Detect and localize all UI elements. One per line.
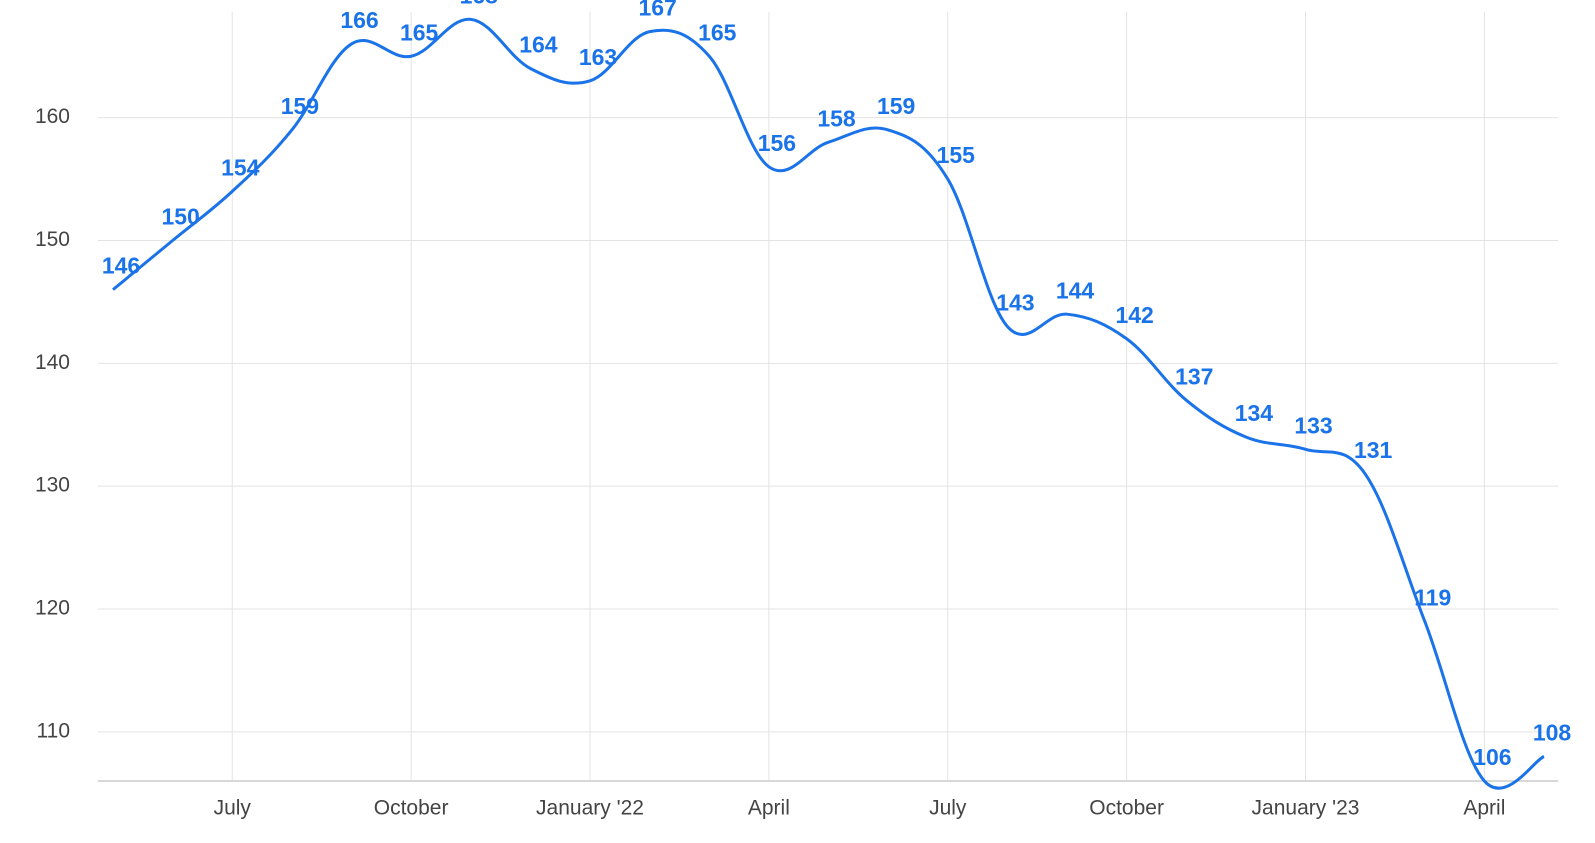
x-tick-label: July: [214, 797, 252, 820]
data-label: 146: [102, 253, 140, 279]
data-label: 155: [937, 142, 976, 168]
data-label: 164: [519, 32, 558, 58]
data-label: 159: [281, 93, 319, 119]
data-label: 154: [221, 154, 260, 180]
data-label: 144: [1056, 277, 1095, 303]
x-tick-label: January '23: [1252, 797, 1360, 820]
data-label: 163: [579, 44, 617, 70]
data-label: 158: [817, 105, 856, 131]
data-label: 137: [1175, 363, 1213, 389]
data-label: 159: [877, 93, 915, 119]
data-label: 165: [698, 19, 737, 45]
y-tick-label: 150: [35, 228, 70, 251]
y-tick-label: 140: [35, 351, 70, 374]
data-label: 150: [161, 204, 199, 230]
data-label: 142: [1115, 302, 1153, 328]
data-label: 108: [1533, 720, 1572, 746]
data-label: 133: [1294, 412, 1332, 438]
x-tick-label: July: [929, 797, 967, 820]
data-label: 143: [996, 290, 1034, 316]
x-tick-label: October: [374, 797, 449, 820]
y-tick-label: 110: [37, 719, 70, 742]
y-tick-label: 120: [35, 597, 70, 620]
data-label: 106: [1473, 744, 1511, 770]
data-label: 167: [638, 0, 676, 21]
data-label: 166: [340, 7, 378, 33]
line: [112, 17, 1545, 790]
data-label: 165: [400, 19, 439, 45]
y-tick-label: 130: [35, 474, 70, 497]
data-label: 119: [1414, 584, 1451, 610]
data-label: 131: [1354, 437, 1393, 463]
data-label: 156: [758, 130, 796, 156]
x-tick-label: April: [748, 797, 790, 820]
data-label: 134: [1235, 400, 1274, 426]
data-label: 168: [460, 0, 499, 8]
x-tick-label: April: [1463, 797, 1505, 820]
x-tick-label: January '22: [536, 797, 644, 820]
y-tick-label: 160: [35, 105, 70, 128]
x-tick-label: October: [1089, 797, 1164, 820]
